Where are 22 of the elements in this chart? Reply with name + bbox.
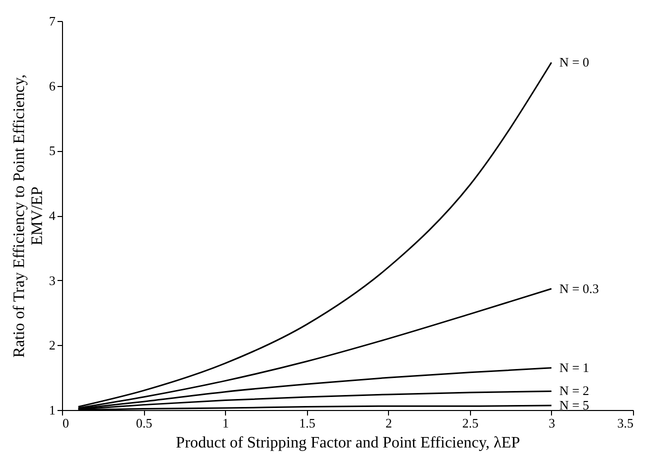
y-tick-label: 7	[49, 14, 56, 28]
series-label: N = 2	[559, 383, 590, 398]
x-tick-label: 3	[548, 416, 556, 430]
x-tick-label: 2.5	[462, 416, 478, 430]
x-tick-label: 1.5	[299, 416, 316, 430]
x-tick-label: 2	[386, 416, 392, 430]
y-axis-title: Ratio of Tray Efficiency to Point Efficiency, EMV/EP	[11, 74, 46, 358]
x-axis-title: Product of Stripping Factor and Point Efficiency, λEP	[176, 434, 520, 452]
y-tick-label: 4	[49, 208, 56, 223]
x-tick-label: 3.5	[617, 416, 634, 430]
series-label: N = 0	[559, 54, 590, 70]
series-label: N = 0.3	[559, 280, 599, 296]
y-tick-label: 5	[49, 143, 56, 158]
series-label: N = 1	[559, 360, 590, 375]
y-tick-label: 3	[49, 272, 56, 288]
x-tick-label: 1	[222, 416, 229, 430]
x-tick-label: 0.5	[136, 416, 152, 430]
y-tick-label: 6	[49, 78, 56, 94]
series-label: N = 5	[559, 397, 590, 412]
x-tick-label: 0	[62, 416, 69, 430]
y-tick-label: 2	[49, 338, 56, 353]
y-tick-label: 1	[49, 402, 56, 418]
